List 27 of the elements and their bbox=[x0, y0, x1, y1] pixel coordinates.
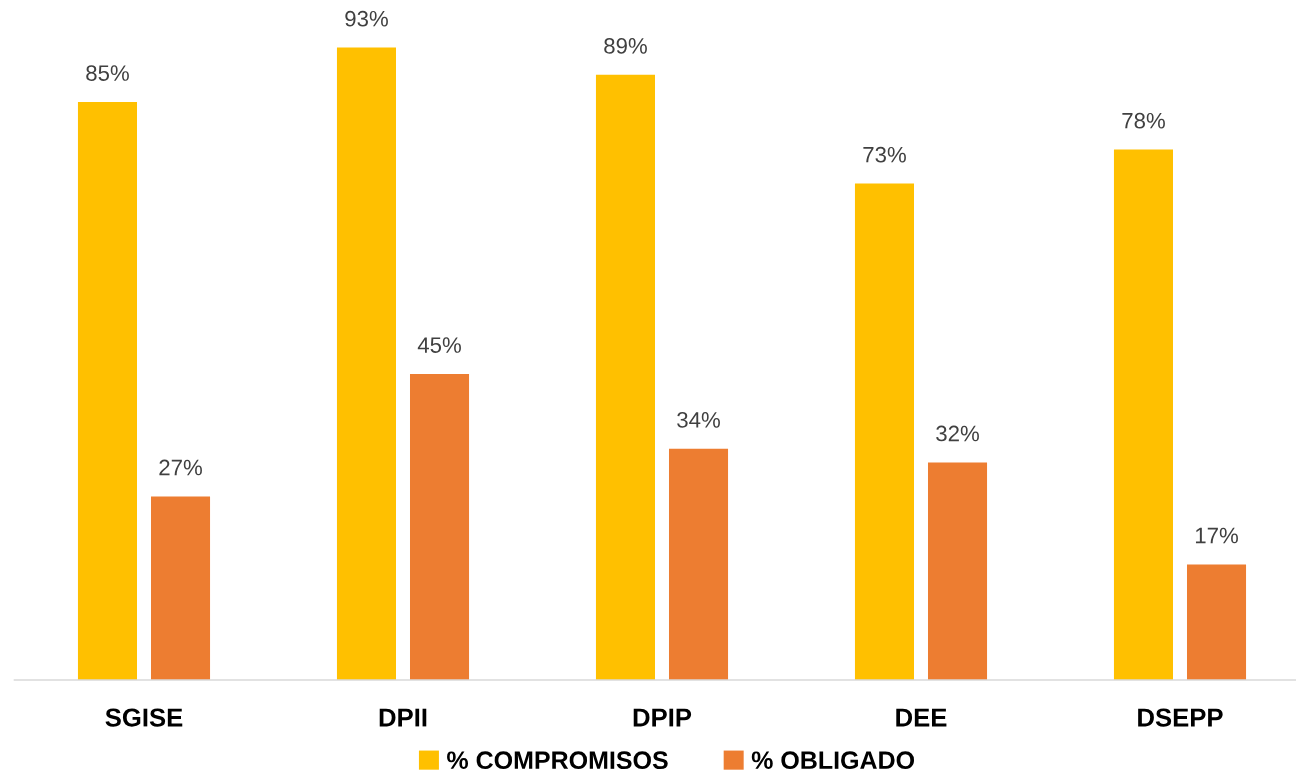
data-label: 73% bbox=[863, 146, 906, 163]
data-label: 89% bbox=[604, 38, 647, 54]
bar bbox=[1113, 149, 1174, 680]
legend-label: % OBLIGADO bbox=[751, 751, 915, 770]
x-tick-label: SGISE bbox=[105, 708, 183, 727]
bar bbox=[77, 102, 138, 680]
data-label: 34% bbox=[677, 412, 720, 428]
data-label: 45% bbox=[417, 337, 461, 353]
bar bbox=[1186, 564, 1247, 680]
x-tick-label: DPIP bbox=[633, 708, 692, 727]
bar bbox=[336, 47, 397, 680]
bar bbox=[854, 183, 915, 680]
legend-label: % COMPROMISOS bbox=[447, 751, 668, 770]
data-label: 27% bbox=[159, 459, 202, 476]
bar bbox=[668, 448, 729, 680]
bar bbox=[150, 496, 211, 680]
x-tick-label: DSEPP bbox=[1138, 708, 1223, 727]
data-label: 32% bbox=[936, 425, 979, 442]
data-label: 78% bbox=[1122, 112, 1165, 129]
data-label: 85% bbox=[86, 65, 129, 81]
x-tick-label: DPII bbox=[379, 708, 427, 727]
x-tick-label: DEE bbox=[896, 708, 947, 727]
data-label: 93% bbox=[345, 10, 388, 27]
bar bbox=[409, 374, 470, 680]
data-label: 17% bbox=[1195, 527, 1238, 544]
bar bbox=[927, 462, 988, 680]
bar bbox=[595, 74, 656, 680]
